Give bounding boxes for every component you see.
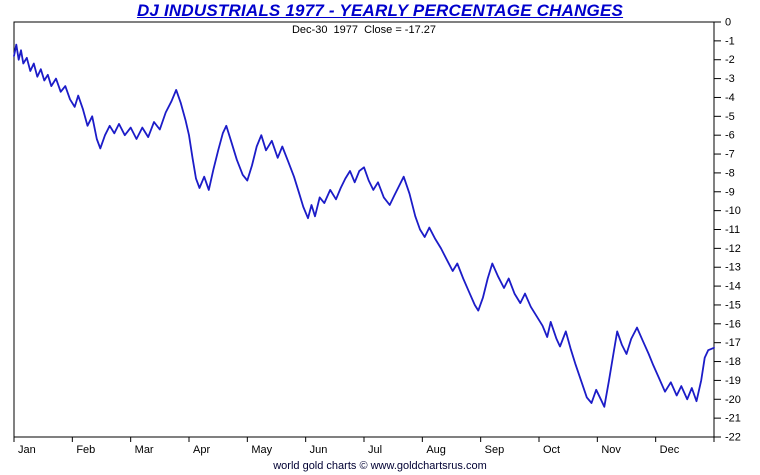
x-axis-tick-label: Sep — [485, 444, 505, 456]
y-axis-tick-label: -8 — [725, 167, 735, 179]
x-axis-tick-label: Jan — [18, 444, 36, 456]
y-axis-tick-label: -7 — [725, 149, 735, 161]
x-axis-tick-label: Aug — [426, 444, 446, 456]
x-axis-tick-label: Apr — [193, 444, 210, 456]
y-axis-tick-label: -9 — [725, 186, 735, 198]
y-axis-tick-label: -14 — [725, 281, 741, 293]
y-axis-tick-label: -4 — [725, 92, 735, 104]
x-axis-tick-label: Mar — [135, 444, 154, 456]
x-axis-tick-label: Jun — [310, 444, 328, 456]
y-axis-tick-label: -12 — [725, 243, 741, 255]
x-axis-tick-label: Nov — [601, 444, 621, 456]
y-axis-tick-label: -19 — [725, 375, 741, 387]
price-line — [13, 43, 715, 408]
y-axis-tick-label: -16 — [725, 318, 741, 330]
y-axis-tick-label: -5 — [725, 111, 735, 123]
y-axis-tick-label: -6 — [725, 130, 735, 142]
y-axis-tick-label: -15 — [725, 299, 741, 311]
x-axis-tick-label: May — [251, 444, 272, 456]
y-axis-tick-label: -17 — [725, 337, 741, 349]
y-axis-tick-label: 0 — [725, 17, 731, 29]
y-axis-tick-label: -20 — [725, 394, 741, 406]
chart-subtitle: Dec-30 1977 Close = -17.27 — [291, 24, 436, 36]
chart-title: DJ INDUSTRIALS 1977 - YEARLY PERCENTAGE … — [136, 1, 624, 20]
y-axis-tick-label: -10 — [725, 205, 741, 217]
x-axis-tick-label: Jul — [368, 444, 382, 456]
x-axis-tick-label: Feb — [76, 444, 95, 456]
y-axis-tick-label: -3 — [725, 73, 735, 85]
y-axis-tick-label: -21 — [725, 413, 741, 425]
x-axis-tick-label: Oct — [543, 444, 560, 456]
y-axis-tick-label: -2 — [725, 54, 735, 66]
y-axis-tick-label: -11 — [725, 224, 740, 236]
chart-footer: world gold charts © www.goldchartsrus.co… — [273, 460, 487, 472]
x-axis-tick-label: Dec — [660, 444, 680, 456]
y-axis-tick-label: -22 — [725, 432, 741, 444]
y-axis-tick-label: -18 — [725, 356, 741, 368]
y-axis-tick-label: -1 — [725, 35, 735, 47]
plot-border — [13, 21, 715, 438]
y-axis-tick-label: -13 — [725, 262, 741, 274]
